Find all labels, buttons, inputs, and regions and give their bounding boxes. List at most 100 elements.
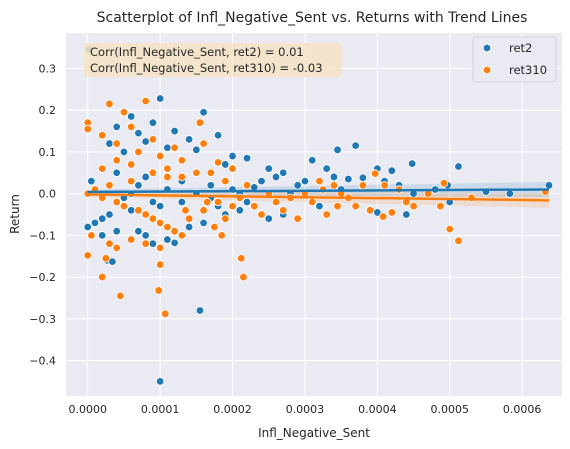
trend-line-ret310 <box>87 193 549 202</box>
point-ret310 <box>206 168 216 177</box>
point-ret310 <box>105 99 114 109</box>
point-ret2 <box>83 222 92 232</box>
y-axis-label: Return <box>8 194 22 234</box>
point-ret310 <box>202 197 212 207</box>
legend-label-ret2: ret2 <box>509 41 532 55</box>
point-ret310 <box>163 164 172 173</box>
chart-title: Scatterplot of Infl_Negative_Sent vs. Re… <box>97 10 528 26</box>
point-ret2 <box>141 172 150 182</box>
point-ret310 <box>98 131 107 140</box>
point-ret2 <box>315 201 324 211</box>
point-ret2 <box>344 174 353 184</box>
point-ret310 <box>378 212 388 221</box>
point-ret2 <box>192 145 201 155</box>
point-ret310 <box>177 231 187 240</box>
point-ret310 <box>170 226 179 236</box>
point-ret2 <box>199 218 208 228</box>
point-ret2 <box>544 181 554 190</box>
annotation-ret2: Corr(Infl_Negative_Sent, ret2) = 0.01 <box>90 45 304 59</box>
point-ret2 <box>126 206 136 215</box>
y-tick-label: −0.4 <box>29 355 56 368</box>
point-ret310 <box>365 206 375 215</box>
x-tick-label: 0.0000 <box>68 403 107 416</box>
point-ret310 <box>155 218 165 228</box>
point-ret310 <box>148 214 158 223</box>
point-ret310 <box>237 254 246 263</box>
point-ret2 <box>279 168 288 177</box>
point-ret310 <box>315 176 324 186</box>
point-ret2 <box>155 377 165 386</box>
point-ret310 <box>210 222 219 232</box>
point-ret310 <box>98 272 107 282</box>
point-ret310 <box>221 214 230 223</box>
point-ret310 <box>184 214 194 223</box>
y-tick-label: 0.1 <box>39 146 57 159</box>
y-tick-label: −0.1 <box>29 229 56 242</box>
x-tick-label: 0.0006 <box>503 403 542 416</box>
point-ret310 <box>436 201 445 211</box>
point-ret310 <box>163 172 172 182</box>
point-ret310 <box>228 164 237 173</box>
point-ret310 <box>445 224 454 234</box>
point-ret310 <box>192 168 201 177</box>
trend-line-ret2 <box>87 188 549 194</box>
point-ret2 <box>90 218 100 228</box>
point-ret2 <box>170 238 179 248</box>
point-ret2 <box>148 197 158 207</box>
point-ret310 <box>155 151 165 161</box>
annotation-box <box>84 43 342 77</box>
point-ret310 <box>250 201 259 211</box>
point-ret2 <box>221 160 230 169</box>
point-ret310 <box>370 169 380 178</box>
point-ret2 <box>148 118 158 127</box>
point-ret2 <box>112 226 121 236</box>
point-ret2 <box>257 176 266 186</box>
point-ret2 <box>141 231 150 240</box>
point-ret2 <box>134 226 143 236</box>
point-ret310 <box>170 143 179 152</box>
y-tick-labels: 0.3 0.2 0.1 0.0 −0.1 −0.2 −0.3 −0.4 <box>29 62 56 367</box>
point-ret2 <box>134 128 143 138</box>
point-ret310 <box>112 156 121 165</box>
point-ret310 <box>112 243 121 253</box>
point-ret2 <box>119 147 129 157</box>
point-ret310 <box>98 164 107 173</box>
x-tick-label: 0.0001 <box>141 403 180 416</box>
plot-area <box>66 33 562 396</box>
point-ret2 <box>242 153 252 163</box>
y-tick-label: −0.3 <box>29 313 56 326</box>
point-ret2 <box>407 159 417 168</box>
point-ret310 <box>126 122 136 132</box>
point-ret2 <box>199 108 208 117</box>
x-tick-label: 0.0004 <box>358 403 397 416</box>
point-ret2 <box>264 214 273 223</box>
point-ret2 <box>322 164 331 173</box>
point-ret2 <box>112 122 121 132</box>
point-ret310 <box>329 181 339 190</box>
point-ret310 <box>105 239 114 248</box>
point-ret310 <box>217 231 226 240</box>
point-ret310 <box>126 235 136 244</box>
point-ret310 <box>126 160 136 169</box>
point-ret2 <box>264 164 273 173</box>
point-ret310 <box>83 124 92 134</box>
point-ret2 <box>98 231 107 240</box>
point-ret2 <box>184 135 194 144</box>
correlation-annotation: Corr(Infl_Negative_Sent, ret2) = 0.01 Co… <box>84 43 342 77</box>
point-ret310 <box>228 201 237 211</box>
point-ret310 <box>141 210 150 219</box>
point-ret310 <box>83 251 92 260</box>
point-ret2 <box>108 257 117 266</box>
x-tick-label: 0.0003 <box>286 403 325 416</box>
point-ret310 <box>177 156 187 165</box>
point-ret2 <box>148 239 158 248</box>
point-ret310 <box>199 206 208 215</box>
point-ret310 <box>112 139 121 148</box>
point-ret2 <box>155 201 165 211</box>
point-ret2 <box>235 206 244 215</box>
point-ret310 <box>387 208 397 217</box>
x-tick-label: 0.0005 <box>431 403 470 416</box>
legend-box <box>472 36 557 83</box>
point-ret2 <box>228 151 237 161</box>
